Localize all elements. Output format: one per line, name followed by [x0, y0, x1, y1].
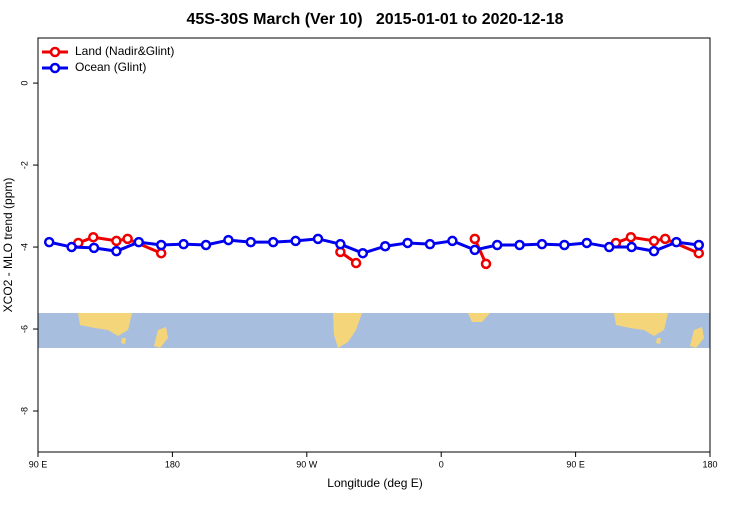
data-point — [178, 238, 189, 250]
plot-frame — [37, 37, 711, 453]
data-point — [111, 235, 122, 247]
data-point — [480, 258, 492, 270]
data-point — [155, 247, 167, 259]
data-point — [245, 236, 257, 248]
data-point — [424, 238, 436, 250]
y-tick-label: -4 — [19, 243, 29, 251]
y-tick-label: -8 — [19, 407, 29, 415]
data-point — [122, 233, 133, 245]
data-point — [43, 236, 55, 248]
legend-label: Ocean (Glint) — [75, 60, 146, 74]
x-tick-label: 90 E — [566, 459, 585, 469]
data-point — [290, 235, 301, 247]
data-point — [267, 236, 279, 248]
data-point — [625, 231, 637, 243]
data-point — [88, 242, 100, 254]
data-point — [671, 236, 682, 248]
x-tick-label: 0 — [439, 459, 444, 469]
x-tick-label: 180 — [165, 459, 180, 469]
x-tick-label: 90 E — [29, 459, 48, 469]
x-tick-label: 180 — [702, 459, 717, 469]
data-point — [536, 238, 548, 250]
data-point — [350, 257, 362, 269]
y-tick-label: 0 — [19, 81, 29, 86]
x-axis-label: Longitude (deg E) — [327, 476, 422, 490]
legend-marker — [49, 46, 61, 58]
data-point — [581, 237, 593, 249]
data-point — [693, 247, 705, 259]
data-point — [133, 236, 145, 248]
y-tick-label: -2 — [19, 161, 29, 169]
y-tick-label: -6 — [19, 325, 29, 333]
data-point — [155, 239, 167, 251]
data-point — [648, 235, 660, 247]
data-point — [693, 239, 705, 251]
data-point — [559, 239, 570, 251]
legend-label: Land (Nadir&Glint) — [75, 44, 174, 58]
chart-title: 45S-30S March (Ver 10) 2015-01-01 to 202… — [186, 11, 563, 28]
data-point — [312, 233, 324, 245]
data-point — [469, 233, 481, 245]
data-point — [88, 231, 99, 243]
data-point — [66, 241, 77, 253]
data-point — [603, 241, 615, 253]
data-point — [626, 241, 637, 253]
map-band — [38, 313, 710, 348]
x-tick-label: 90 W — [296, 459, 318, 469]
legend-marker — [49, 62, 61, 74]
data-point — [659, 233, 671, 245]
data-point — [111, 245, 122, 257]
data-point — [648, 245, 660, 257]
data-point — [357, 247, 369, 259]
data-point — [447, 235, 458, 247]
data-point — [402, 237, 413, 249]
data-point — [379, 240, 391, 252]
data-point — [223, 234, 234, 246]
data-point — [469, 244, 481, 256]
y-axis-label: XCO2 - MLO trend (ppm) — [1, 178, 15, 313]
data-point — [335, 238, 346, 250]
data-point — [200, 239, 212, 251]
data-point — [491, 239, 503, 251]
data-point — [514, 239, 525, 251]
